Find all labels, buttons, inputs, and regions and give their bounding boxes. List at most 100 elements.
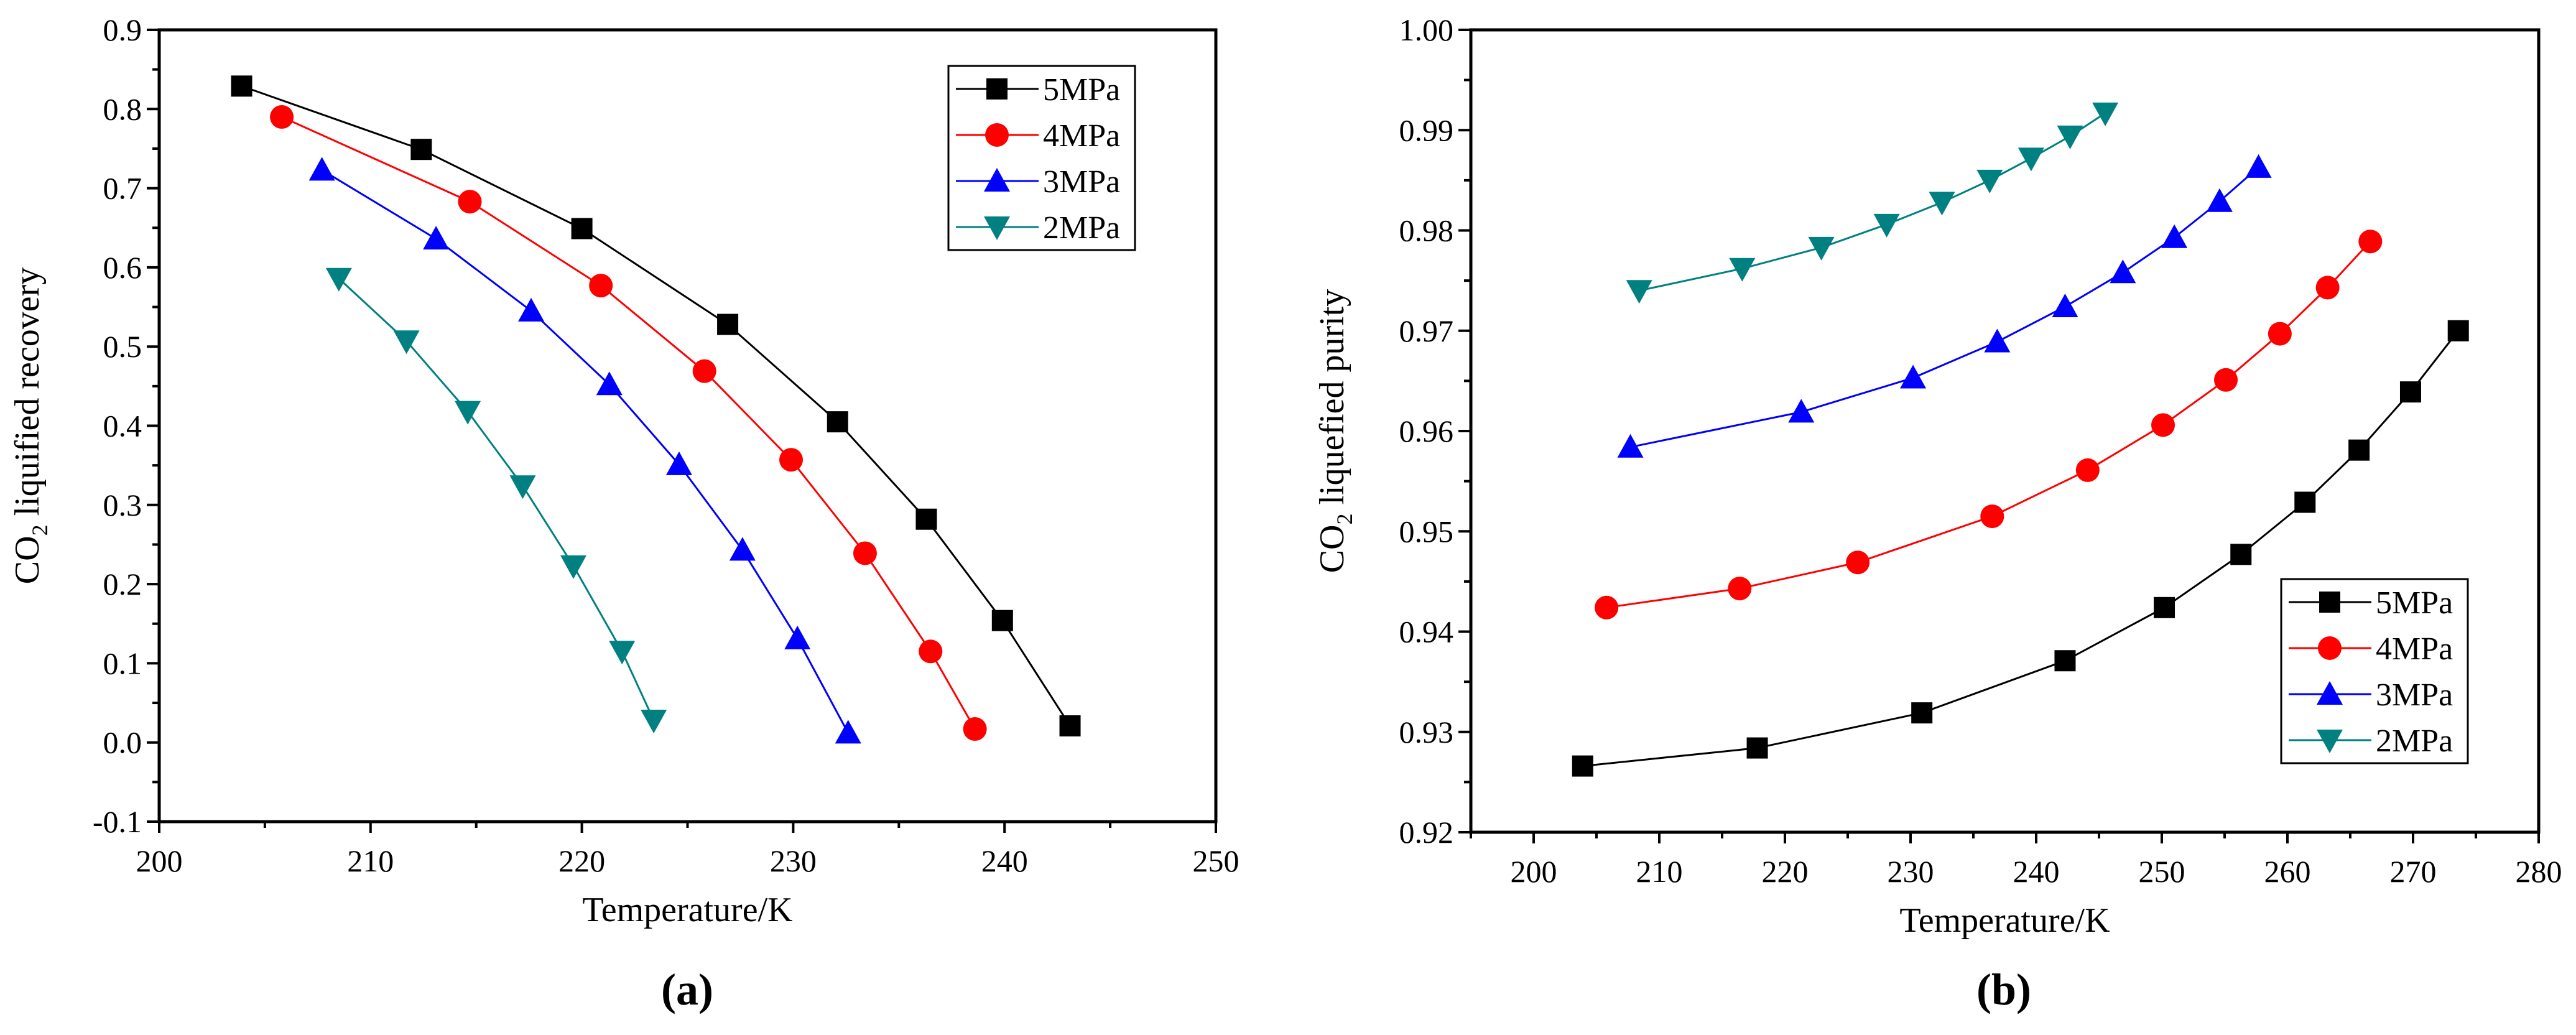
data-point-4MPa <box>270 105 294 129</box>
series-3MPa <box>1617 154 2272 458</box>
y-tick-label: 0.98 <box>1399 213 1454 248</box>
data-point-3MPa <box>665 451 692 475</box>
data-point-4MPa <box>589 274 613 298</box>
y-tick-label: 0.95 <box>1399 514 1454 549</box>
data-point-5MPa <box>231 75 253 97</box>
data-point-2MPa <box>455 401 481 425</box>
data-point-4MPa <box>2268 322 2292 346</box>
data-point-5MPa <box>2054 650 2076 672</box>
series-line-5MPa <box>1582 330 2459 768</box>
data-point-4MPa <box>692 359 716 383</box>
data-point-2MPa <box>1976 169 2003 193</box>
legend-marker-square <box>986 78 1008 100</box>
y-axis-label-subscript: 2 <box>27 524 52 536</box>
data-point-5MPa <box>410 139 432 160</box>
y-tick-label: 0.8 <box>103 91 142 126</box>
x-axis-label: Temperature/K <box>582 891 792 929</box>
data-point-5MPa <box>991 610 1013 631</box>
x-tick-label: 230 <box>770 843 817 878</box>
data-point-2MPa <box>2092 102 2119 126</box>
series-2MPa <box>325 267 667 734</box>
x-axis-label: Temperature/K <box>1899 901 2110 940</box>
legend-label: 2MPa <box>1043 210 1120 246</box>
data-point-4MPa <box>458 190 482 214</box>
data-point-2MPa <box>325 267 352 292</box>
chart-a-recovery: 200 210 220 230 240 250 -0.1 0.0 0.1 0.2 0.3 0.4 0.5… <box>8 12 1239 1014</box>
x-tick-label: 220 <box>558 843 605 878</box>
y-axis-label: CO2 liquefied purity <box>1313 289 1357 573</box>
data-point-4MPa <box>779 448 804 472</box>
data-point-2MPa <box>1873 213 1900 238</box>
legend: 5MPa 4MPa 3MPa 2MPa <box>947 65 1136 251</box>
data-point-5MPa <box>2399 381 2421 403</box>
data-point-3MPa <box>729 537 756 561</box>
data-point-3MPa <box>2245 154 2272 178</box>
legend-marker-circle <box>985 123 1009 147</box>
x-tick-label: 210 <box>347 843 394 878</box>
data-point-5MPa <box>1746 737 1768 759</box>
data-point-5MPa <box>1059 715 1081 736</box>
chart-b-purity: 200 210 220 230 240 250 260 270 280 0.92 0.93 0.94 0… <box>1313 12 2562 1014</box>
series-2MPa <box>1626 102 2119 304</box>
data-point-2MPa <box>1808 236 1835 261</box>
panel-label: (a) <box>661 965 713 1014</box>
y-tick-label: 0.0 <box>103 725 142 760</box>
y-tick-label: 0.4 <box>103 409 142 443</box>
data-point-4MPa <box>1595 595 1619 620</box>
data-point-3MPa <box>1788 399 1815 423</box>
legend-marker-circle <box>2318 636 2342 660</box>
y-tick-label: 0.94 <box>1399 615 1454 649</box>
data-point-2MPa <box>560 555 587 579</box>
x-tick-label: 200 <box>136 843 183 878</box>
y-axis-label-rest: liquefied purity <box>1313 289 1351 514</box>
series-5MPa <box>1572 320 2469 777</box>
y-tick-label: 1.00 <box>1399 12 1454 47</box>
data-point-2MPa <box>2018 147 2044 172</box>
y-tick-label: 0.2 <box>103 567 142 601</box>
y-tick-label: 0.5 <box>103 329 142 364</box>
y-axis-label-subscript: 2 <box>1332 514 1357 525</box>
data-point-5MPa <box>915 508 937 530</box>
data-point-4MPa <box>853 541 877 565</box>
series-4MPa <box>270 105 987 741</box>
legend-marker-triangle-up <box>984 168 1010 192</box>
data-point-3MPa <box>784 625 811 649</box>
x-tick-label: 240 <box>981 843 1028 878</box>
data-point-5MPa <box>2230 544 2252 565</box>
legend-box <box>2280 578 2469 764</box>
y-tick-label: 0.6 <box>103 250 142 285</box>
data-point-4MPa <box>2075 458 2100 482</box>
data-point-2MPa <box>1729 258 1756 282</box>
data-point-2MPa <box>2057 125 2083 149</box>
x-tick-label: 260 <box>2264 854 2311 889</box>
data-point-5MPa <box>1911 702 1933 724</box>
data-point-4MPa <box>2358 230 2383 254</box>
data-point-4MPa <box>963 717 987 741</box>
data-point-3MPa <box>2161 224 2188 248</box>
series-3MPa <box>308 157 861 744</box>
x-tick-label: 200 <box>1511 854 1557 889</box>
y-axis-label: CO2 liquified recovery <box>8 267 52 584</box>
legend-marker-triangle-down <box>2317 730 2343 753</box>
data-point-4MPa <box>2214 368 2238 392</box>
data-point-5MPa <box>717 313 739 335</box>
data-point-2MPa <box>509 475 536 499</box>
legend-label: 4MPa <box>2376 631 2453 667</box>
data-point-5MPa <box>571 218 593 239</box>
legend-label: 5MPa <box>1043 72 1120 108</box>
legend-label: 2MPa <box>2376 723 2453 759</box>
y-tick-label: 0.1 <box>103 646 142 680</box>
data-point-4MPa <box>2315 276 2340 300</box>
panel-label: (b) <box>1976 965 2031 1014</box>
legend-label: 5MPa <box>2376 585 2453 621</box>
data-point-3MPa <box>308 157 335 181</box>
x-tick-label: 210 <box>1636 854 1683 889</box>
data-point-4MPa <box>2151 413 2175 437</box>
y-tick-label: 0.97 <box>1399 313 1454 348</box>
data-point-5MPa <box>2294 491 2316 513</box>
x-tick-label: 250 <box>1193 843 1239 878</box>
data-point-3MPa <box>835 720 861 744</box>
data-point-4MPa <box>1728 577 1752 601</box>
data-point-3MPa <box>596 371 623 396</box>
